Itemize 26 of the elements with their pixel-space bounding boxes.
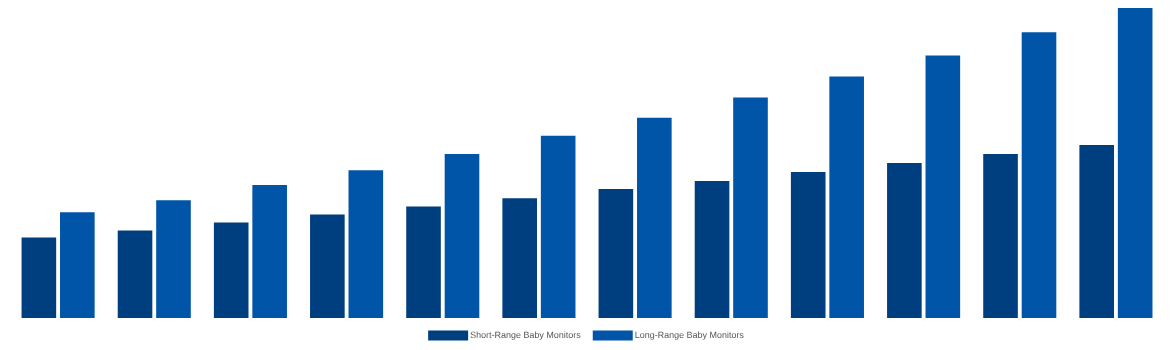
bar (790, 171, 826, 318)
bar (406, 206, 441, 318)
bar (310, 214, 345, 318)
bar (156, 200, 191, 318)
bar (60, 212, 95, 318)
bar (252, 185, 287, 318)
bar (829, 76, 864, 318)
bar (444, 154, 480, 318)
bar (213, 222, 249, 318)
bar (540, 135, 576, 318)
legend-label: Long-Range Baby Monitors (635, 331, 744, 340)
bar (598, 189, 634, 318)
bar (637, 117, 672, 318)
legend-label: Short-Range Baby Monitors (470, 331, 581, 340)
bar (733, 97, 768, 318)
bar (983, 154, 1018, 318)
bar (348, 170, 384, 318)
bar (1021, 32, 1057, 318)
bar (1117, 8, 1153, 318)
bar (117, 230, 153, 318)
bar (21, 237, 57, 318)
bar (887, 163, 922, 318)
bar (502, 198, 538, 318)
bar (1079, 145, 1115, 318)
bar (925, 55, 961, 318)
bar (694, 180, 730, 318)
